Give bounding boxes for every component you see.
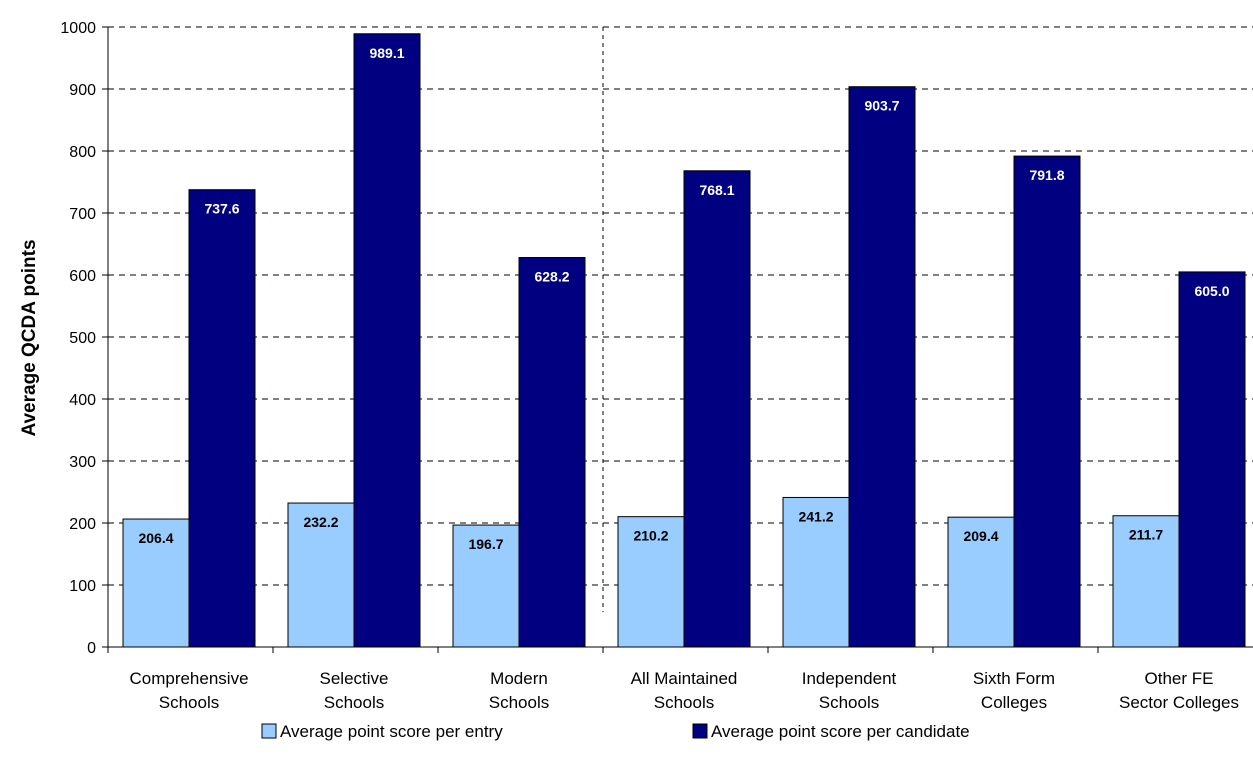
data-label-per-candidate: 768.1	[699, 182, 734, 198]
x-category-label: Other FE Sector Colleges	[1119, 669, 1239, 712]
bar-per-entry	[287, 502, 355, 648]
y-tick-labels: 0 100 200 300 400 500 600 700 800 900 1000	[60, 20, 96, 657]
data-label-per-candidate: 628.2	[534, 269, 569, 285]
x-category-label: Modern Schools	[489, 669, 549, 712]
y-axis-title: Average QCDA points	[19, 239, 40, 436]
bar-per-candidate	[518, 257, 586, 648]
data-label-per-entry: 196.7	[468, 536, 503, 552]
data-label-per-candidate: 737.6	[204, 201, 239, 217]
bars	[122, 33, 1246, 648]
bar-per-candidate	[848, 86, 916, 648]
x-category-label: Sixth Form Colleges	[973, 669, 1055, 712]
data-label-per-entry: 241.2	[798, 508, 833, 524]
data-label-per-entry: 206.4	[138, 530, 173, 546]
y-tick-label: 1000	[60, 20, 96, 37]
bar-per-candidate	[188, 189, 256, 648]
data-label-per-candidate: 903.7	[864, 98, 899, 114]
bar-per-entry	[452, 524, 520, 648]
y-tick-label: 100	[69, 578, 96, 595]
data-label-per-entry: 210.2	[633, 528, 668, 544]
y-tick-label: 500	[69, 330, 96, 347]
data-label-per-candidate: 791.8	[1029, 167, 1064, 183]
data-labels: 206.4 737.6 232.2 989.1 196.7 628.2 210.2 768.1…	[138, 45, 1229, 552]
legend-swatch-per-entry	[261, 723, 277, 739]
data-label-per-entry: 209.4	[963, 528, 998, 544]
x-category-labels: Comprehensive Schools Selective Schools Mode…	[129, 669, 1239, 712]
y-tick-label: 200	[69, 516, 96, 533]
bar-per-candidate	[1178, 271, 1246, 648]
data-label-per-entry: 232.2	[303, 514, 338, 530]
y-tick-label: 0	[87, 640, 96, 657]
axes	[102, 26, 1253, 653]
y-tick-label: 400	[69, 392, 96, 409]
legend-label-per-candidate: Average point score per candidate	[711, 722, 970, 741]
bar-per-candidate	[1013, 155, 1081, 648]
y-tick-label: 600	[69, 268, 96, 285]
x-category-label: Independent Schools	[802, 669, 897, 712]
y-tick-label: 700	[69, 206, 96, 223]
data-label-per-entry: 211.7	[1129, 527, 1163, 543]
bar-per-candidate	[683, 170, 751, 648]
legend-label-per-entry: Average point score per entry	[280, 722, 503, 741]
y-tick-label: 300	[69, 454, 96, 471]
y-tick-label: 800	[69, 144, 96, 161]
gridlines	[108, 26, 1253, 586]
x-category-label: All Maintained Schools	[631, 669, 738, 712]
bar-per-entry	[617, 516, 685, 648]
legend-swatch-per-candidate	[692, 723, 708, 739]
bar-per-entry	[782, 496, 850, 648]
bar-per-entry	[947, 516, 1015, 648]
y-tick-label: 900	[69, 82, 96, 99]
legend: Average point score per entry Average poi…	[261, 722, 970, 741]
x-category-label: Comprehensive Schools	[129, 669, 248, 712]
x-category-label: Selective Schools	[320, 669, 389, 712]
data-label-per-candidate: 989.1	[369, 45, 404, 61]
bar-per-candidate	[353, 33, 421, 648]
data-label-per-candidate: 605.0	[1194, 283, 1229, 299]
